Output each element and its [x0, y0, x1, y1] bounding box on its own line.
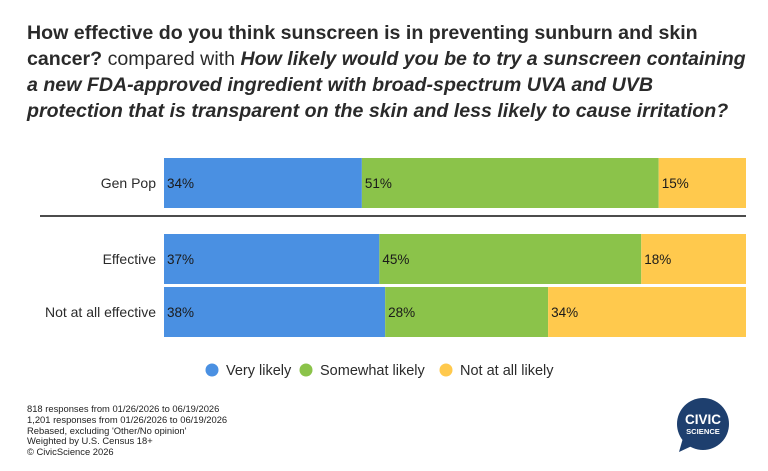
bar-gen-pop-very-likely — [164, 158, 362, 208]
data-label-gen-pop-very-likely: 34% — [167, 176, 194, 191]
legend-label-very-likely: Very likely — [226, 363, 292, 379]
logo-text-line1: CIVIC — [685, 412, 721, 427]
category-label-gen-pop: Gen Pop — [101, 175, 156, 191]
bar-effective-somewhat-likely — [379, 234, 642, 284]
bar-gen-pop-not-at-all-likely — [658, 158, 746, 208]
bar-not-at-all-effective-very-likely — [164, 287, 386, 337]
footnote-line: 818 responses from 01/26/2026 to 06/19/2… — [27, 403, 220, 414]
footnotes: 818 responses from 01/26/2026 to 06/19/2… — [27, 403, 228, 458]
footnote-line: 1,201 responses from 01/26/2026 to 06/19… — [27, 413, 228, 425]
footnote-line: © CivicScience 2026 — [27, 446, 114, 458]
legend-label-not-at-all-likely: Not at all likely — [460, 363, 554, 379]
footnote-line: Weighted by U.S. Census 18+ — [27, 435, 153, 447]
category-label-not-at-all-effective: Not at all effective — [45, 304, 156, 320]
bars-layer: Gen Pop 34% 51% 15% Effective 37% 45% 18% Not at… — [45, 158, 746, 337]
bar-not-at-all-effective-somewhat-likely — [385, 287, 549, 337]
title-plain: compared with — [107, 48, 236, 70]
legend-swatch-very-likely — [205, 363, 219, 377]
legend-label-somewhat-likely: Somewhat likely — [320, 363, 426, 379]
legend-swatch-not-at-all-likely — [439, 363, 453, 377]
legend-swatch-somewhat-likely — [299, 363, 313, 377]
bar-gen-pop-somewhat-likely — [361, 158, 659, 208]
data-label-not-at-all-effective-somewhat-likely: 28% — [388, 305, 415, 320]
footnote-line: Rebased, excluding 'Other/No opinion' — [27, 424, 187, 436]
legend: Very likely Somewhat likely Not at all lik… — [205, 363, 554, 379]
chart-title: How effective do you think sunscreen is … — [27, 20, 747, 124]
category-label-effective: Effective — [103, 251, 157, 267]
data-label-effective-very-likely: 37% — [167, 252, 194, 267]
data-label-effective-not-at-all-likely: 18% — [644, 252, 671, 267]
data-label-not-at-all-effective-very-likely: 38% — [167, 305, 194, 320]
bar-effective-very-likely — [164, 234, 380, 284]
logo-speech-tail — [679, 438, 694, 452]
logo-circle — [677, 398, 729, 450]
data-label-not-at-all-effective-not-at-all-likely: 34% — [551, 305, 578, 320]
logo-text-line2: SCIENCE — [686, 427, 720, 436]
data-label-gen-pop-somewhat-likely: 51% — [365, 176, 392, 191]
data-label-gen-pop-not-at-all-likely: 15% — [662, 176, 689, 191]
bar-not-at-all-effective-not-at-all-likely — [548, 287, 746, 337]
bar-effective-not-at-all-likely — [641, 234, 746, 284]
civicscience-logo: CIVIC SCIENCE — [677, 398, 729, 452]
title-bold: How effective do you think sunscreen is … — [27, 22, 698, 70]
data-label-effective-somewhat-likely: 45% — [382, 252, 409, 267]
title-italic: How likely would you be to try a sunscre… — [27, 48, 746, 122]
